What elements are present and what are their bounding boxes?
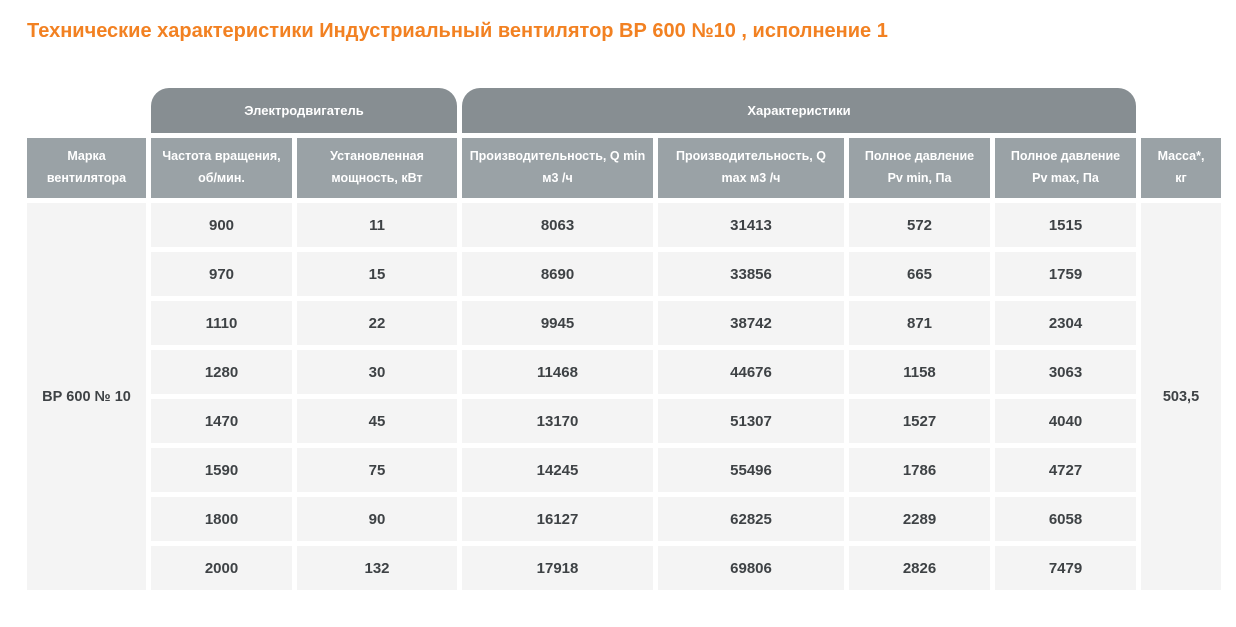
column-header-line: Производительность, Q xyxy=(676,149,826,164)
cell-q-min: 16127 xyxy=(462,497,653,541)
mass-cell: 503,5 xyxy=(1141,203,1221,590)
column-header-line: max м3 /ч xyxy=(721,171,781,185)
column-header-line: Pv min, Па xyxy=(887,171,952,185)
cell-q-max: 44676 xyxy=(658,350,844,394)
column-header-q-min: Производительность, Q min м3 /ч xyxy=(462,138,653,198)
column-header-line: Установленная xyxy=(330,149,424,164)
specs-table: Электродвигатель Характеристики Марка ве… xyxy=(27,88,1221,590)
cell-q-max: 55496 xyxy=(658,448,844,492)
cell-q-max: 31413 xyxy=(658,203,844,247)
column-header-line: Pv max, Па xyxy=(1032,171,1099,185)
cell-q-max: 38742 xyxy=(658,301,844,345)
page: Технические характеристики Индустриальны… xyxy=(0,18,1236,627)
cell-q-min: 14245 xyxy=(462,448,653,492)
column-header-line: об/мин. xyxy=(198,171,245,185)
group-header-motor: Электродвигатель xyxy=(151,88,457,133)
cell-pv-max: 7479 xyxy=(995,546,1136,590)
cell-q-min: 8063 xyxy=(462,203,653,247)
cell-power: 90 xyxy=(297,497,457,541)
cell-rpm: 900 xyxy=(151,203,292,247)
cell-rpm: 1470 xyxy=(151,399,292,443)
column-header-q-max: Производительность, Q max м3 /ч xyxy=(658,138,844,198)
cell-rpm: 1110 xyxy=(151,301,292,345)
cell-q-min: 9945 xyxy=(462,301,653,345)
cell-rpm: 1800 xyxy=(151,497,292,541)
cell-pv-min: 871 xyxy=(849,301,990,345)
column-header-line: Частота вращения, xyxy=(162,149,281,164)
column-header-line: Масса*, xyxy=(1157,149,1205,164)
cell-pv-min: 2826 xyxy=(849,546,990,590)
column-header-mass: Масса*, кг xyxy=(1141,138,1221,198)
cell-pv-min: 572 xyxy=(849,203,990,247)
cell-pv-max: 2304 xyxy=(995,301,1136,345)
column-header-line: Полное давление xyxy=(864,149,975,164)
cell-power: 132 xyxy=(297,546,457,590)
cell-pv-min: 1786 xyxy=(849,448,990,492)
cell-q-max: 33856 xyxy=(658,252,844,296)
column-header-pv-max: Полное давление Pv max, Па xyxy=(995,138,1136,198)
cell-pv-min: 1527 xyxy=(849,399,990,443)
cell-pv-max: 1515 xyxy=(995,203,1136,247)
cell-pv-min: 2289 xyxy=(849,497,990,541)
cell-pv-max: 4040 xyxy=(995,399,1136,443)
cell-q-max: 51307 xyxy=(658,399,844,443)
cell-rpm: 970 xyxy=(151,252,292,296)
cell-power: 11 xyxy=(297,203,457,247)
cell-q-max: 62825 xyxy=(658,497,844,541)
cell-pv-min: 665 xyxy=(849,252,990,296)
cell-q-min: 11468 xyxy=(462,350,653,394)
cell-power: 15 xyxy=(297,252,457,296)
column-header-line: м3 /ч xyxy=(542,171,573,185)
cell-rpm: 1280 xyxy=(151,350,292,394)
cell-q-min: 8690 xyxy=(462,252,653,296)
cell-pv-max: 3063 xyxy=(995,350,1136,394)
cell-power: 75 xyxy=(297,448,457,492)
column-header-line: кг xyxy=(1175,171,1187,185)
column-header-fan-model: Марка вентилятора xyxy=(27,138,146,198)
cell-rpm: 2000 xyxy=(151,546,292,590)
cell-rpm: 1590 xyxy=(151,448,292,492)
column-header-line: Производительность, Q min xyxy=(469,149,646,164)
cell-pv-min: 1158 xyxy=(849,350,990,394)
column-header-pv-min: Полное давление Pv min, Па xyxy=(849,138,990,198)
cell-power: 45 xyxy=(297,399,457,443)
column-header-line: Марка xyxy=(67,149,106,164)
cell-pv-max: 4727 xyxy=(995,448,1136,492)
column-header-line: Полное давление xyxy=(1010,149,1121,164)
column-header-power: Установленная мощность, кВт xyxy=(297,138,457,198)
cell-pv-max: 6058 xyxy=(995,497,1136,541)
column-header-line: мощность, кВт xyxy=(331,171,423,185)
cell-q-min: 13170 xyxy=(462,399,653,443)
cell-power: 30 xyxy=(297,350,457,394)
column-header-line: вентилятора xyxy=(46,171,127,185)
cell-q-max: 69806 xyxy=(658,546,844,590)
group-header-characteristics: Характеристики xyxy=(462,88,1136,133)
fan-model-cell: ВР 600 № 10 xyxy=(27,203,146,590)
column-header-rpm: Частота вращения, об/мин. xyxy=(151,138,292,198)
cell-pv-max: 1759 xyxy=(995,252,1136,296)
cell-q-min: 17918 xyxy=(462,546,653,590)
page-title: Технические характеристики Индустриальны… xyxy=(27,20,888,42)
cell-power: 22 xyxy=(297,301,457,345)
